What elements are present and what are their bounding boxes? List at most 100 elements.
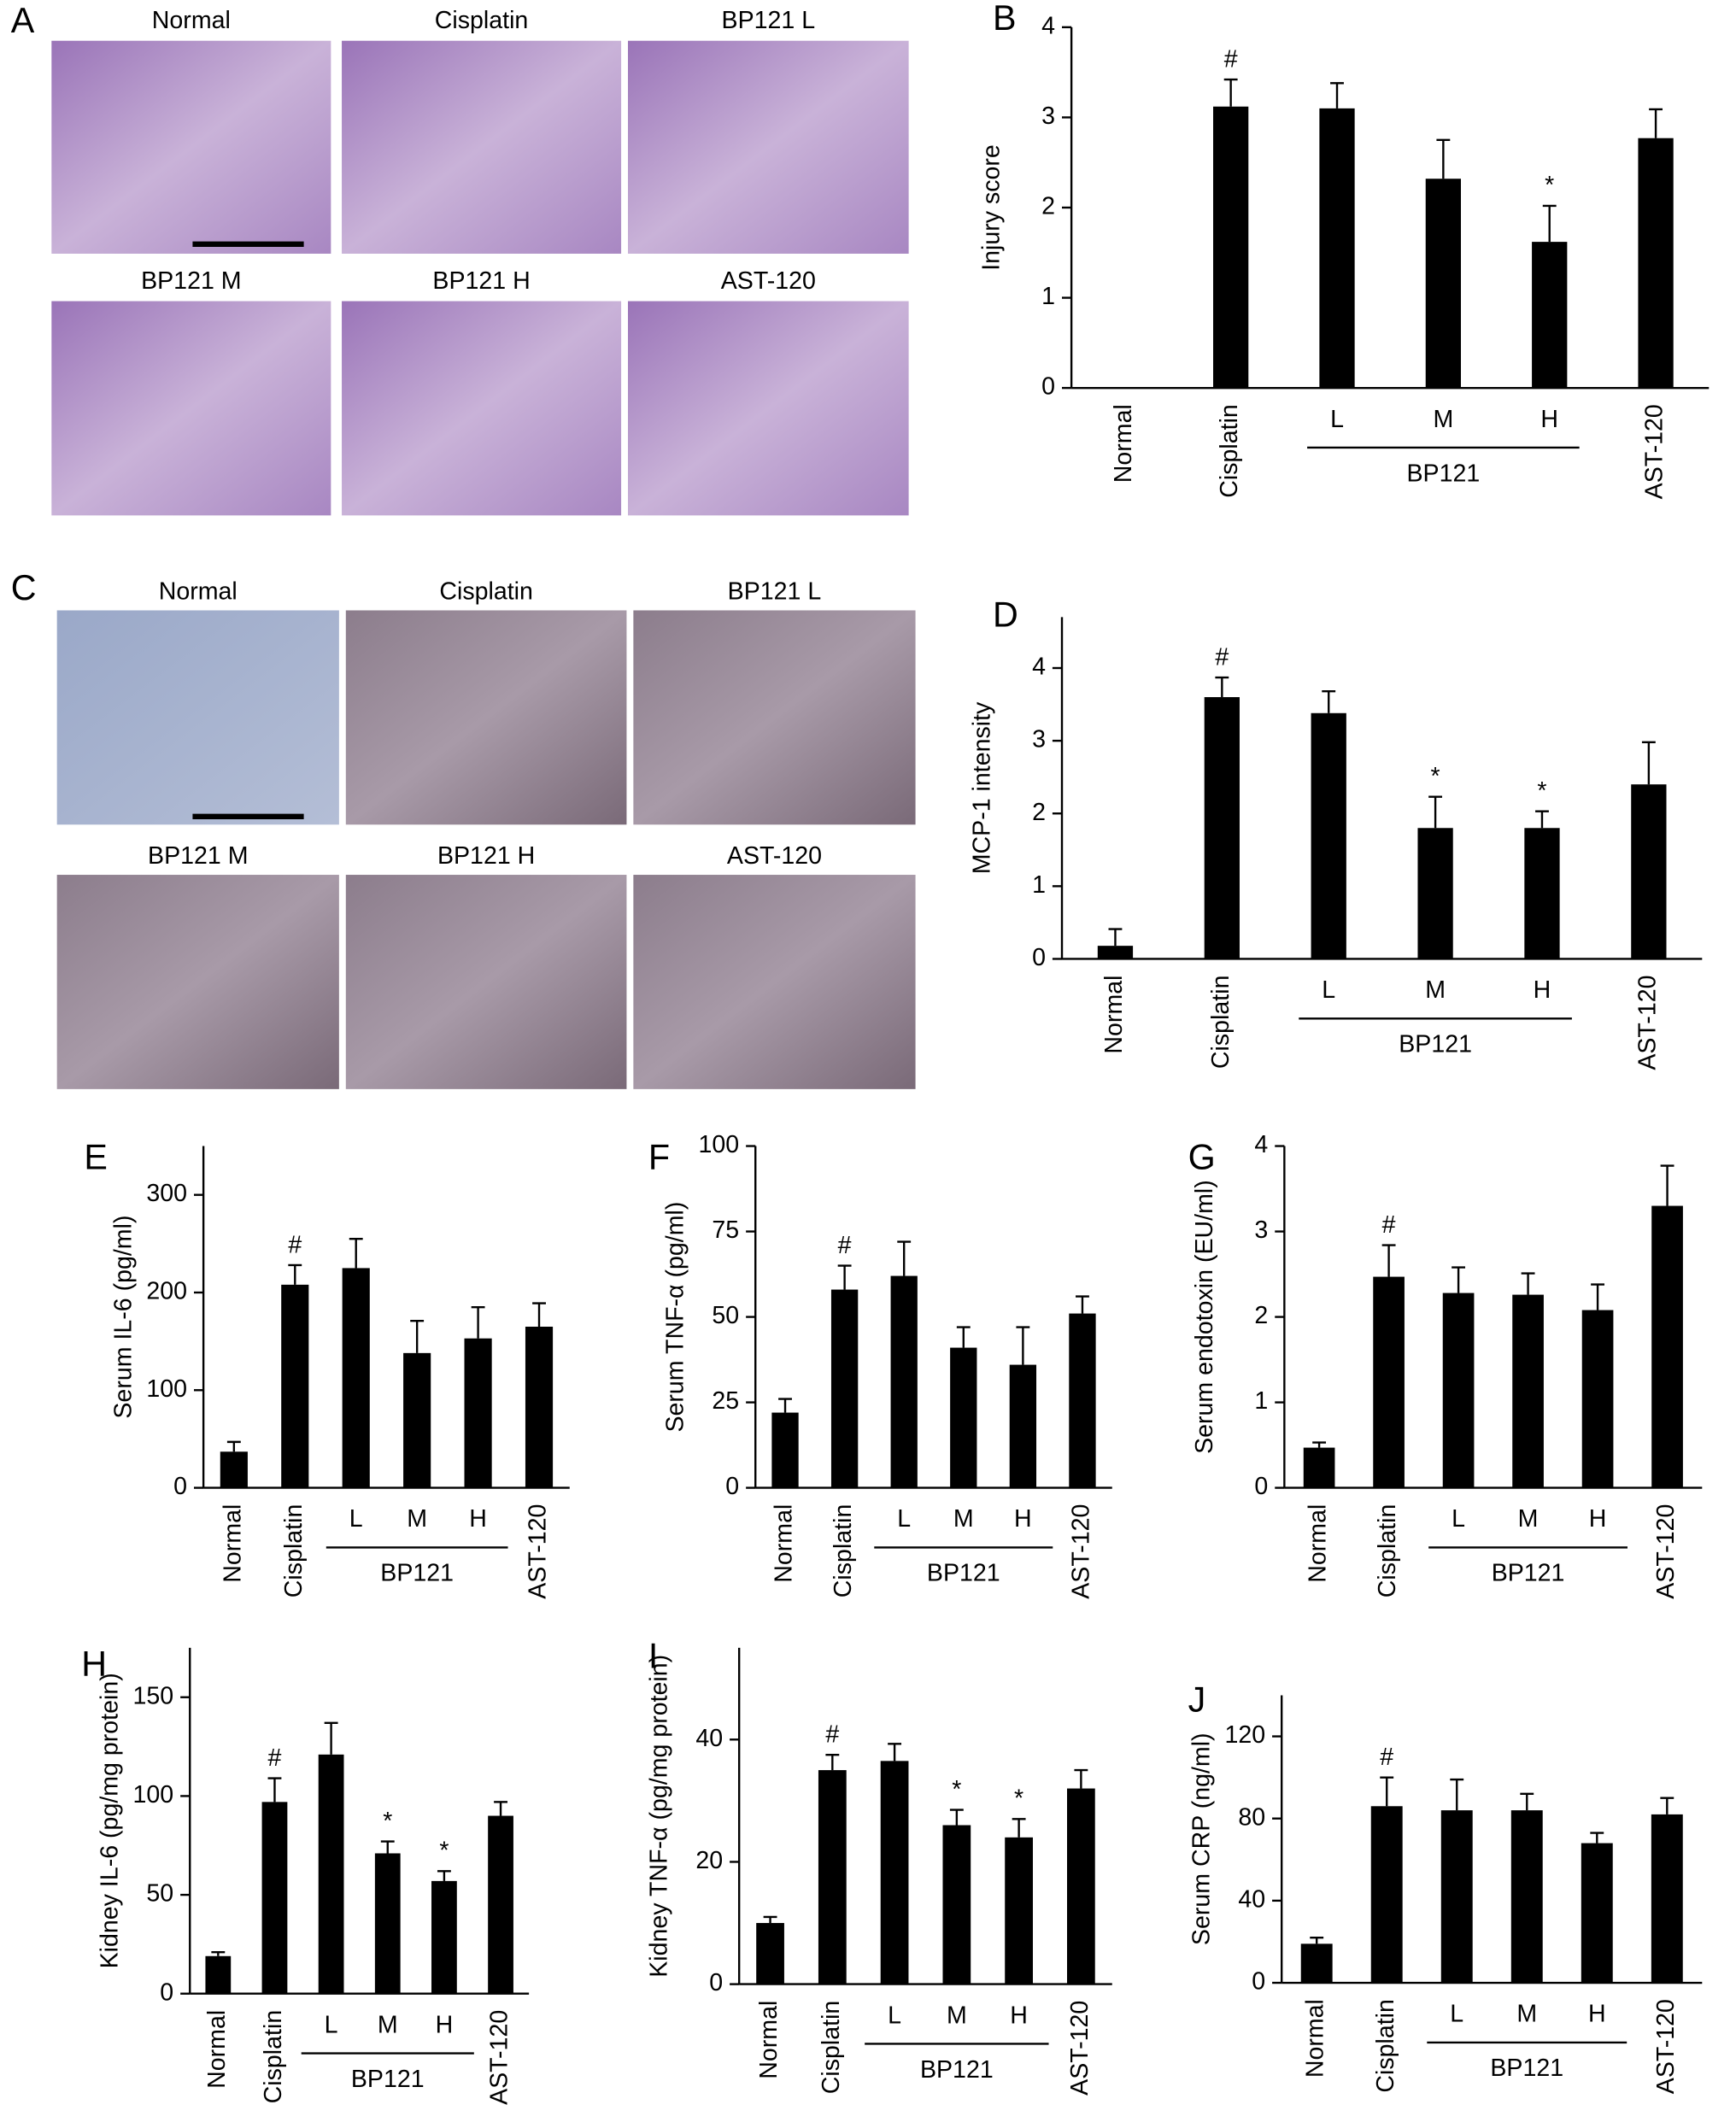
micrograph	[628, 40, 909, 254]
micrograph	[342, 301, 622, 516]
bar	[830, 1289, 859, 1488]
y-tick-label: 80	[1238, 1803, 1265, 1831]
y-tick-label: 0	[725, 1473, 739, 1500]
micrograph-label: BP121 M	[141, 267, 242, 295]
y-tick-label: 4	[1041, 12, 1055, 39]
group-label: BP121	[1406, 460, 1480, 487]
y-axis-label: Serum endotoxin (EU/ml)	[1191, 1180, 1218, 1454]
significance-marker: #	[1382, 1211, 1396, 1239]
micrograph-label: AST-120	[727, 842, 822, 870]
y-tick-label: 4	[1254, 1131, 1268, 1158]
x-tick-label: Normal	[203, 2010, 231, 2089]
panel-label: D	[993, 595, 1018, 635]
bar	[1638, 138, 1674, 389]
bar	[374, 1853, 401, 1994]
significance-marker: #	[1215, 643, 1229, 671]
y-tick-label: 3	[1032, 726, 1046, 753]
x-tick-label: AST-120	[1652, 1999, 1680, 2094]
chart-panel: H 0 50 100 150 Kidney IL-6 (pg/mg protein) Nor…	[81, 1644, 530, 2105]
y-tick-label: 0	[1254, 1473, 1268, 1500]
x-tick-label: M	[407, 1505, 427, 1533]
micrograph-label: BP121 L	[728, 577, 822, 605]
x-tick-label: Cisplatin	[818, 2001, 845, 2095]
bar	[1651, 1814, 1683, 1984]
x-tick-label: AST-120	[486, 2010, 513, 2105]
significance-marker: #	[838, 1232, 852, 1259]
micrograph-label: Cisplatin	[435, 7, 529, 34]
bar	[1204, 697, 1240, 959]
x-tick-label: AST-120	[1066, 2001, 1094, 2096]
significance-marker: #	[1380, 1744, 1393, 1771]
panel-label: A	[11, 1, 35, 40]
y-tick-label: 75	[712, 1216, 739, 1244]
bar	[525, 1326, 554, 1488]
y-axis-label: Injury score	[978, 144, 1006, 271]
x-tick-label: H	[1014, 1505, 1032, 1533]
x-tick-label: AST-120	[1633, 976, 1661, 1070]
bar	[220, 1451, 248, 1488]
significance-marker: #	[288, 1231, 302, 1258]
micrograph	[345, 875, 627, 1089]
bar	[1581, 1843, 1613, 1984]
y-tick-label: 40	[1238, 1885, 1265, 1913]
x-tick-label: AST-120	[525, 1504, 552, 1599]
x-tick-label: Normal	[1305, 1504, 1332, 1583]
bar	[1066, 1788, 1095, 1984]
y-tick-label: 0	[173, 1473, 187, 1500]
significance-marker: #	[268, 1744, 282, 1772]
micrograph	[51, 301, 331, 516]
x-tick-label: L	[1452, 1505, 1465, 1533]
x-tick-label: Normal	[771, 1504, 798, 1583]
significance-marker: #	[825, 1721, 839, 1749]
x-tick-label: M	[953, 1505, 974, 1533]
group-label: BP121	[1492, 1560, 1565, 1587]
bar	[1319, 108, 1355, 389]
y-axis-label: Kidney IL-6 (pg/mg protein)	[97, 1673, 124, 1968]
significance-marker: *	[952, 1776, 961, 1803]
y-axis-label: Serum IL-6 (pg/ml)	[110, 1216, 138, 1419]
micrographs: A Normal Cisplatin BP121 L BP121 M BP121 H AST…	[11, 1, 916, 1089]
significance-marker: *	[439, 1838, 449, 1865]
y-tick-label: 2	[1041, 193, 1055, 220]
bar	[1425, 179, 1462, 389]
group-label: BP121	[351, 2066, 425, 2093]
x-tick-label: M	[378, 2011, 398, 2038]
bar	[431, 1880, 457, 1994]
group-label: BP121	[920, 2056, 994, 2084]
y-tick-label: 1	[1032, 871, 1046, 899]
bar	[1300, 1943, 1333, 1984]
micrograph	[633, 875, 916, 1089]
bar	[1524, 828, 1560, 959]
y-tick-label: 100	[699, 1131, 740, 1158]
micrograph-label: Normal	[152, 7, 231, 34]
y-tick-label: 2	[1254, 1302, 1268, 1329]
x-tick-label: Cisplatin	[280, 1504, 308, 1598]
panel-label: F	[648, 1138, 670, 1177]
x-tick-label: L	[349, 1505, 363, 1533]
micrograph	[56, 610, 339, 825]
bar	[205, 1955, 232, 1994]
bar	[1097, 946, 1134, 959]
chart-panel: J 0 40 80 120 Serum CRP (ng/ml) Normal # Cisplat…	[1188, 1680, 1703, 2094]
x-tick-label: M	[1518, 1505, 1539, 1533]
bar	[261, 1802, 288, 1994]
x-tick-label: Cisplatin	[1374, 1504, 1401, 1598]
micrograph	[628, 301, 909, 516]
panel-label: J	[1188, 1680, 1206, 1720]
chart-panel: D 0 1 2 3 4 MCP-1 intensity Normal # Cisplatin L * M…	[968, 595, 1703, 1070]
bar	[880, 1761, 909, 1984]
x-tick-label: L	[897, 1505, 911, 1533]
significance-marker: *	[1545, 172, 1554, 199]
bar	[1651, 1205, 1683, 1488]
bar	[1373, 1276, 1405, 1488]
panel-label: G	[1188, 1138, 1216, 1177]
bar	[818, 1770, 847, 1984]
significance-marker: *	[1014, 1785, 1023, 1813]
y-tick-label: 3	[1254, 1216, 1268, 1244]
y-tick-label: 1	[1254, 1387, 1268, 1415]
x-tick-label: Cisplatin	[1372, 1999, 1399, 2093]
panel-label: B	[993, 0, 1017, 38]
bar	[1581, 1310, 1614, 1488]
x-tick-label: H	[1010, 2002, 1028, 2029]
